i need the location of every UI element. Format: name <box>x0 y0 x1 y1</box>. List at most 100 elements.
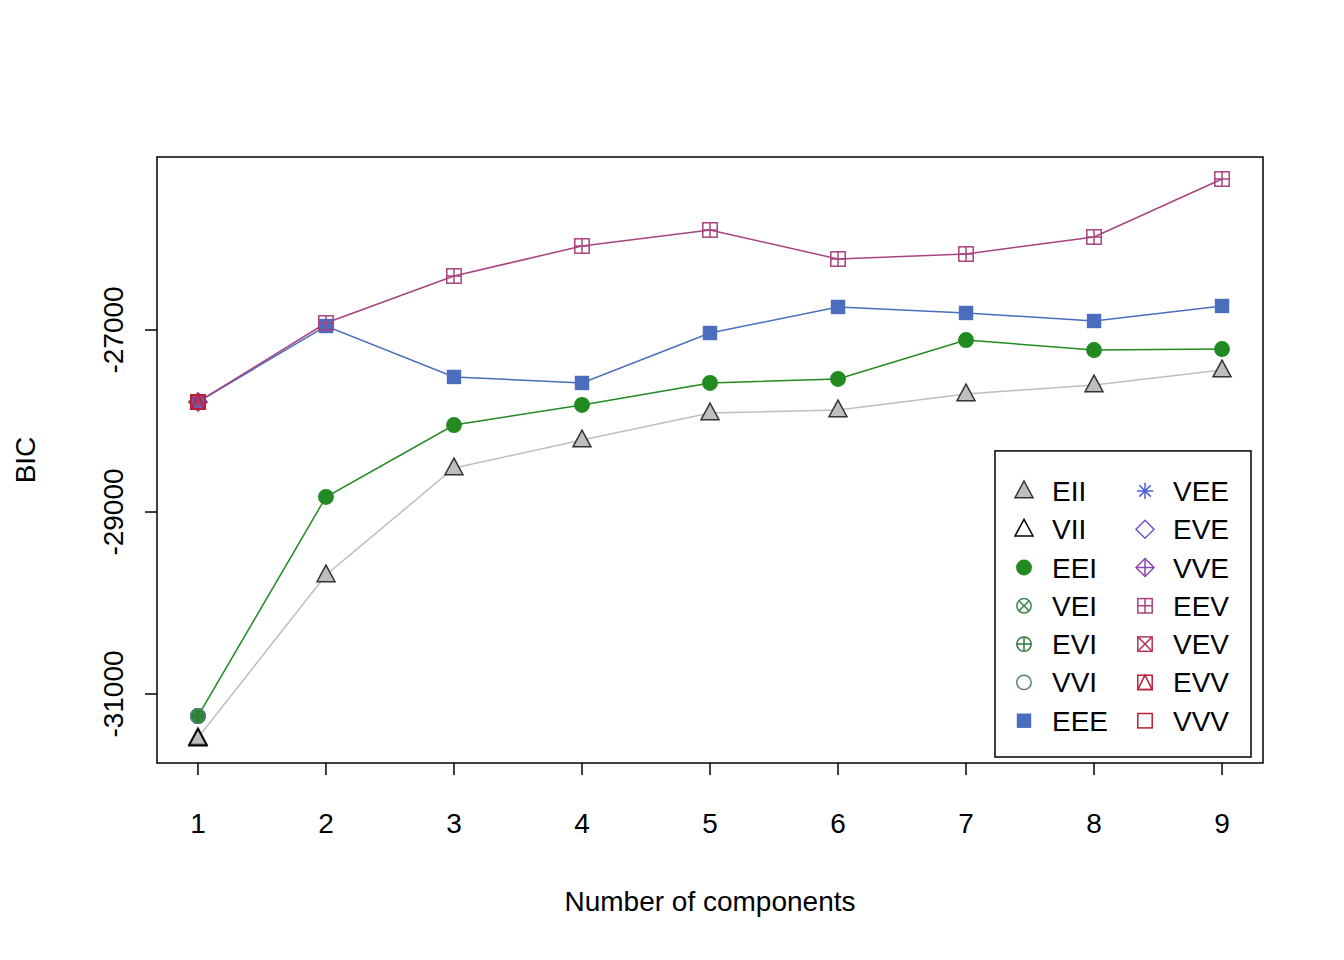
legend-marker <box>1138 675 1152 689</box>
chart: 123456789-31000-29000-27000Number of com… <box>0 0 1344 960</box>
marker-part <box>575 398 589 412</box>
marker-part <box>575 376 589 390</box>
marker-part <box>189 729 207 746</box>
marker-part <box>1215 342 1229 356</box>
point <box>703 223 717 237</box>
x-tick <box>453 763 455 775</box>
legend: EIIVIIEEIVEIEVIVVIEEEVEEEVEVVEEEVVEVEVVV… <box>995 451 1251 757</box>
marker-part <box>1085 375 1103 392</box>
x-tick <box>709 763 711 775</box>
marker-part <box>1138 599 1152 613</box>
marker-part <box>1137 483 1153 499</box>
point <box>701 403 719 420</box>
point <box>575 376 589 390</box>
marker-part <box>445 458 463 475</box>
marker-part <box>1017 637 1031 651</box>
point <box>831 252 845 266</box>
legend-label: EII <box>1052 476 1086 507</box>
series-line <box>198 306 1222 402</box>
marker-part <box>191 395 205 409</box>
marker-part <box>191 709 205 723</box>
legend-marker <box>1136 520 1154 538</box>
point <box>1087 314 1101 328</box>
legend-label: EVI <box>1052 629 1097 660</box>
point <box>1087 343 1101 357</box>
marker-part <box>1087 230 1101 244</box>
point <box>191 395 205 409</box>
x-tick <box>325 763 327 775</box>
marker-part <box>1017 599 1031 613</box>
marker-part <box>1017 675 1031 689</box>
marker-part <box>191 395 205 409</box>
marker-part <box>957 384 975 401</box>
marker-part <box>1138 637 1152 651</box>
marker-part <box>1213 360 1231 377</box>
point <box>191 709 205 723</box>
marker-part <box>703 326 717 340</box>
point <box>191 709 205 723</box>
marker-part <box>831 372 845 386</box>
point <box>445 458 463 475</box>
point <box>1085 375 1103 392</box>
marker-part <box>317 565 335 582</box>
legend-label: EEI <box>1052 553 1097 584</box>
marker-part <box>1136 559 1154 577</box>
marker-part <box>959 333 973 347</box>
legend-marker <box>1138 637 1152 651</box>
point <box>191 709 205 723</box>
marker-part <box>189 393 207 411</box>
x-tick-label: 2 <box>318 808 334 839</box>
point <box>447 269 461 283</box>
point <box>447 370 461 384</box>
legend-marker <box>1017 599 1031 613</box>
legend-marker <box>1136 559 1154 577</box>
marker-part <box>831 252 845 266</box>
x-tick-label: 1 <box>190 808 206 839</box>
marker-part <box>190 394 206 410</box>
marker-part <box>831 300 845 314</box>
marker-part <box>191 709 205 723</box>
marker-part <box>1017 560 1031 574</box>
point <box>959 247 973 261</box>
marker-part <box>959 247 973 261</box>
point <box>1215 299 1229 313</box>
legend-label: VEE <box>1173 476 1229 507</box>
marker-part <box>1215 299 1229 313</box>
x-tick-label: 4 <box>574 808 590 839</box>
plot-frame <box>157 157 1263 763</box>
legend-label: VVI <box>1052 667 1097 698</box>
x-tick-label: 5 <box>702 808 718 839</box>
series-line <box>198 340 1222 716</box>
marker-part <box>447 269 461 283</box>
marker-part <box>191 709 205 723</box>
marker-part <box>319 316 333 330</box>
y-tick <box>145 693 157 695</box>
marker-part <box>831 252 845 266</box>
x-axis-label: Number of components <box>564 886 855 917</box>
x-tick <box>965 763 967 775</box>
point <box>191 395 205 409</box>
marker-part <box>191 395 205 409</box>
marker-part <box>1017 714 1031 728</box>
y-tick-label: -31000 <box>98 650 129 737</box>
marker-part <box>1019 601 1029 611</box>
marker-part <box>959 247 973 261</box>
x-tick-label: 6 <box>830 808 846 839</box>
legend-label: VEI <box>1052 591 1097 622</box>
legend-marker <box>1015 481 1033 498</box>
marker-part <box>191 395 205 409</box>
marker-part <box>703 376 717 390</box>
y-tick <box>145 511 157 513</box>
legend-marker <box>1015 519 1033 536</box>
marker-part <box>1087 314 1101 328</box>
marker-part <box>701 403 719 420</box>
point <box>703 326 717 340</box>
marker-part <box>189 393 207 411</box>
point <box>959 306 973 320</box>
marker-part <box>703 223 717 237</box>
point <box>319 316 333 330</box>
x-tick <box>1093 763 1095 775</box>
legend-box <box>995 451 1251 757</box>
legend-label: EVV <box>1173 667 1229 698</box>
point <box>191 709 205 723</box>
